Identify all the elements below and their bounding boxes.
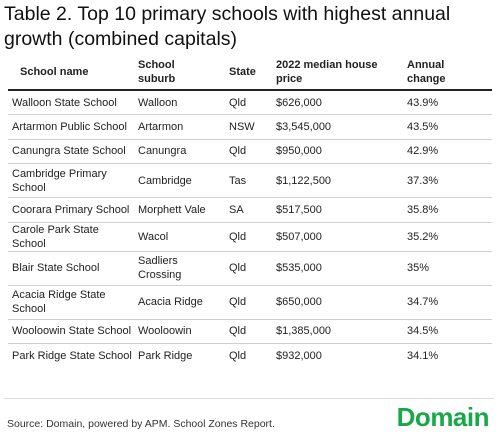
table-row: Canungra State School Canungra Qld $950,…: [8, 139, 492, 164]
table-row: Walloon State School Walloon Qld $626,00…: [8, 90, 492, 115]
cell-state: SA: [225, 197, 272, 223]
cell-annual-change: 35.2%: [403, 222, 492, 252]
cell-school-suburb: Canungra: [134, 139, 225, 164]
column-header-school-name: School name: [8, 54, 134, 91]
cell-annual-change: 35%: [403, 251, 492, 286]
column-header-annual-change: Annual change: [403, 54, 492, 91]
table-row: Artarmon Public School Artarmon NSW $3,5…: [8, 114, 492, 140]
cell-school-name: Blair State School: [8, 251, 134, 286]
cell-annual-change: 34.5%: [403, 319, 492, 344]
cell-state: Qld: [225, 139, 272, 164]
cell-school-name: Carole Park State School: [8, 222, 134, 252]
cell-median-price: $932,000: [276, 350, 322, 362]
cell-state: Tas: [225, 163, 272, 198]
cell-state: Qld: [225, 319, 272, 344]
cell-annual-change: 42.9%: [403, 139, 492, 164]
cell-median-price: $950,000: [272, 139, 403, 164]
cell-median-price: $507,000: [272, 222, 403, 252]
cell-school-name: Acacia Ridge State School: [8, 285, 134, 320]
schools-table: School name School suburb State 2022 med…: [8, 54, 492, 368]
cell-state: Qld: [229, 350, 247, 362]
cell-school-name: Canungra State School: [8, 139, 134, 164]
cell-median-price: $535,000: [272, 251, 403, 286]
column-header-median-price: 2022 median house price: [272, 54, 403, 91]
cell-school-suburb: Wooloowin: [134, 319, 225, 344]
cell-median-price: $517,500: [272, 197, 403, 223]
table-row: Carole Park State School Wacol Qld $507,…: [8, 222, 492, 252]
footer-divider: [4, 398, 494, 399]
cell-school-suburb: Cambridge: [134, 163, 225, 198]
table-row: Acacia Ridge State School Acacia Ridge Q…: [8, 285, 492, 320]
table-title: Table 2. Top 10 primary schools with hig…: [4, 3, 451, 50]
header-row: School name School suburb State 2022 med…: [8, 54, 492, 91]
cell-school-name: Park Ridge State School: [12, 350, 132, 362]
cell-school-name: Coorara Primary School: [8, 197, 134, 223]
cell-annual-change: 43.9%: [403, 90, 492, 115]
table-row: Coorara Primary School Morphett Vale SA …: [8, 197, 492, 223]
table-row: Wooloowin State School Wooloowin Qld $1,…: [8, 319, 492, 344]
cell-median-price: $626,000: [272, 90, 403, 115]
cell-median-price: $3,545,000: [272, 114, 403, 140]
cell-median-price: $650,000: [272, 285, 403, 320]
domain-logo: Domain: [396, 402, 490, 432]
cell-state: Qld: [225, 285, 272, 320]
cell-state: NSW: [225, 114, 272, 140]
cell-school-suburb: Sadliers Crossing: [134, 251, 225, 286]
cell-annual-change: 37.3%: [403, 163, 492, 198]
cell-school-name: Walloon State School: [8, 90, 134, 115]
cell-school-suburb: Artarmon: [134, 114, 225, 140]
cell-school-suburb: Park Ridge: [138, 350, 193, 362]
column-header-state: State: [225, 54, 272, 91]
table-row: Park Ridge State School Park Ridge Qld $…: [8, 344, 492, 369]
cell-median-price: $1,122,500: [272, 163, 403, 198]
cell-school-suburb: Morphett Vale: [134, 197, 225, 223]
source-note: Source: Domain, powered by APM. School Z…: [7, 418, 275, 430]
cell-median-price: $1,385,000: [272, 319, 403, 344]
column-header-school-suburb: School suburb: [134, 54, 225, 91]
table-row: Blair State School Sadliers Crossing Qld…: [8, 251, 492, 286]
cell-annual-change: 43.5%: [403, 114, 492, 140]
cell-state: Qld: [225, 222, 272, 252]
cell-school-name: Wooloowin State School: [8, 319, 134, 344]
cell-school-suburb: Wacol: [134, 222, 225, 252]
cell-school-name: Cambridge Primary School: [8, 163, 134, 198]
cell-annual-change: 34.7%: [403, 285, 492, 320]
cell-school-suburb: Walloon: [134, 90, 225, 115]
cell-state: Qld: [225, 251, 272, 286]
cell-school-name: Artarmon Public School: [8, 114, 134, 140]
cell-school-suburb: Acacia Ridge: [134, 285, 225, 320]
cell-annual-change: 34.1%: [407, 350, 439, 362]
table-row: Cambridge Primary School Cambridge Tas $…: [8, 163, 492, 198]
cell-state: Qld: [225, 90, 272, 115]
cell-annual-change: 35.8%: [403, 197, 492, 223]
